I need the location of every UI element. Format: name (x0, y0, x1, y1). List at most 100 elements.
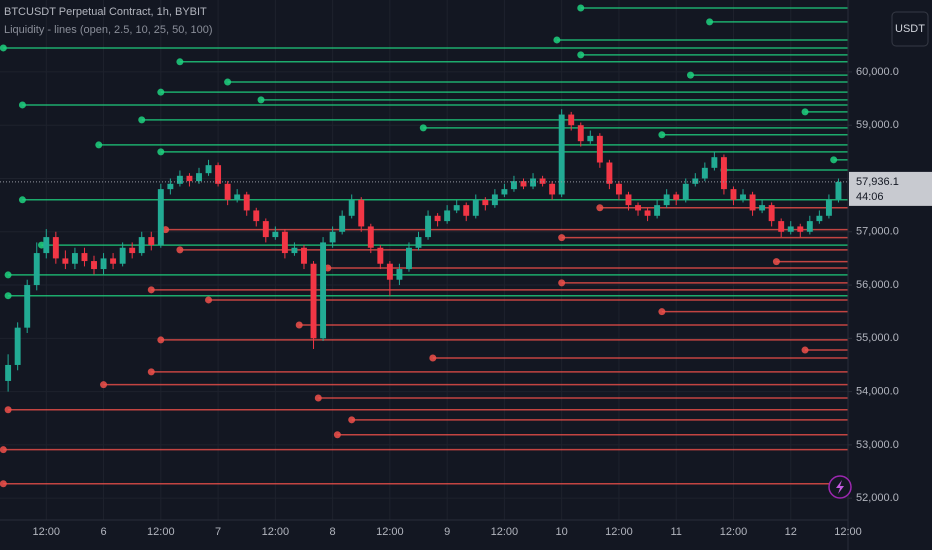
alert-bolt (836, 480, 844, 494)
candle-body (472, 199, 479, 216)
liquidity-dot (4, 271, 12, 279)
liquidity-dot (801, 108, 809, 116)
candle-body (491, 194, 498, 206)
candle-body (14, 327, 21, 365)
candle-body (138, 237, 145, 254)
candle-body (444, 210, 451, 222)
candle-body (749, 194, 756, 211)
candle-body (215, 165, 222, 184)
candle-body (635, 205, 641, 211)
liquidity-dot (324, 264, 332, 272)
countdown-label: 44:06 (856, 191, 884, 203)
liquidity-dot (205, 296, 213, 304)
last-price-box (849, 171, 932, 206)
candle-body (406, 247, 412, 270)
candle-body (110, 258, 117, 264)
candle-body (768, 205, 775, 222)
y-tick-label: 57,000.0 (856, 226, 899, 238)
liquidity-dot (658, 308, 666, 316)
candle-body (62, 258, 69, 264)
candle-body (596, 135, 603, 163)
candle-body (415, 237, 422, 248)
candle-body (320, 242, 327, 339)
candle-body (625, 194, 632, 206)
liquidity-dot (801, 346, 809, 354)
candle-body (71, 253, 78, 264)
candle-body (186, 175, 193, 182)
x-tick-label: 6 (100, 526, 106, 538)
candle-body (301, 247, 307, 264)
candle-body (91, 261, 97, 270)
liquidity-dot (558, 279, 566, 287)
candle-body (673, 194, 680, 200)
liquidity-dot (333, 431, 341, 439)
candle-body (720, 157, 727, 190)
liquidity-dot (4, 406, 12, 414)
candle-body (797, 226, 804, 232)
liquidity-dot (687, 71, 695, 79)
x-tick-label: 10 (556, 526, 568, 538)
candle-body (825, 199, 832, 216)
x-tick-label: 12:00 (491, 526, 519, 538)
candle-body (482, 199, 489, 206)
candle-body (119, 247, 126, 264)
liquidity-dot (295, 321, 303, 329)
candle-body (530, 178, 537, 187)
liquidity-dot (4, 292, 12, 300)
liquidity-dot (0, 480, 7, 488)
candle-body (587, 135, 594, 142)
candle-body (568, 114, 575, 126)
candle-body (682, 183, 689, 200)
candle-body (501, 189, 508, 195)
liquidity-dot (18, 101, 26, 109)
x-tick-label: 12:00 (605, 526, 633, 538)
candle-body (262, 221, 269, 238)
liquidity-dot (18, 196, 26, 204)
liquidity-dot (429, 354, 437, 362)
candle-body (787, 226, 794, 232)
candle-body (549, 183, 556, 195)
candle-body (329, 231, 336, 243)
candle-body (243, 194, 250, 211)
liquidity-dot (157, 88, 165, 96)
candle-body (510, 181, 517, 190)
liquidity-dot (419, 124, 427, 132)
x-tick-label: 11 (670, 526, 681, 538)
liquidity-dot (706, 18, 714, 26)
liquidity-lines (0, 4, 848, 488)
candles (0, 109, 848, 392)
candle-body (176, 175, 183, 184)
y-tick-label: 60,000.0 (856, 66, 899, 78)
candle-body (367, 226, 374, 248)
candle-body (377, 247, 384, 264)
candle-body (701, 167, 708, 179)
currency-button[interactable] (891, 11, 929, 47)
liquidity-dot (147, 286, 155, 294)
x-tick-label: 12:00 (262, 526, 290, 538)
candle-body (157, 189, 164, 246)
candle-body (253, 210, 260, 222)
liquidity-dot (176, 246, 184, 254)
chart-title: BTCUSDT Perpetual Contract, 1h, BYBIT (4, 6, 207, 18)
liquidity-dot (553, 36, 561, 44)
candle-body (205, 165, 212, 174)
candle-body (806, 221, 813, 232)
candle-body (224, 183, 231, 200)
liquidity-dot (558, 234, 566, 242)
liquidity-dot (224, 78, 232, 86)
x-tick-label: 12:00 (720, 526, 748, 538)
y-tick-label: 52,000.0 (856, 492, 899, 504)
liquidity-dot (658, 131, 666, 139)
liquidity-dot (577, 4, 585, 12)
x-tick-label: 12:00 (376, 526, 404, 538)
candle-body (281, 231, 288, 254)
candle-body (606, 162, 613, 184)
axes: 52,000.0 53,000.0 54,000.0 55,000.0 56,000.0… (33, 66, 932, 538)
x-tick-label: 12:00 (834, 526, 862, 538)
candle-body (615, 183, 622, 195)
candle-body (577, 125, 584, 142)
candle-body (778, 221, 785, 232)
candle-body (148, 237, 155, 246)
candle-body (33, 253, 40, 286)
